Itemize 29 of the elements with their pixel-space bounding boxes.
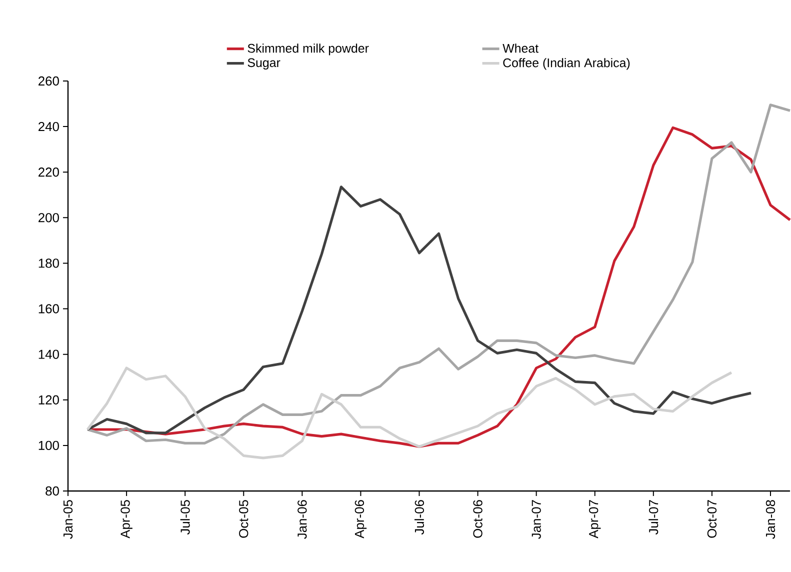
x-tick-label: Jan-05 [63,500,73,539]
x-tick-label: Jan-06 [298,500,307,539]
x-tick-label: Jan-08 [766,500,776,539]
y-tick-label: 180 [38,258,59,268]
x-tick-label: Jan-07 [532,500,541,539]
legend-label: Coffee (Indian Arabica) [503,58,630,70]
x-tick-label: Apr-05 [120,500,132,538]
x-tick-label: Oct-06 [473,500,482,538]
legend-label: Skimmed milk powder [248,44,369,56]
y-tick-label: 140 [38,350,59,359]
y-tick-label: 220 [38,168,59,177]
x-tick-label: Oct-05 [239,500,248,538]
y-tick-label: 240 [38,122,59,132]
y-tick-label: 120 [38,395,59,404]
y-tick-label: 100 [38,440,59,450]
line-series [86,186,752,434]
line-series [86,366,733,460]
x-tick-label: Apr-06 [354,500,367,538]
x-tick-label: Jul-06 [414,500,424,535]
legend-label: Wheat [502,44,538,53]
y-tick-label: 160 [38,304,59,314]
x-tick-label: Jul-05 [180,500,190,535]
y-tick-label: 200 [38,213,59,222]
y-tick-label: 260 [38,76,59,86]
legend-label: Sugar [248,58,280,70]
x-tick-label: Oct-07 [707,500,717,538]
y-tick-label: 80 [46,486,59,496]
x-tick-label: Apr-07 [589,500,601,538]
x-tick-label: Jul-07 [648,500,658,535]
